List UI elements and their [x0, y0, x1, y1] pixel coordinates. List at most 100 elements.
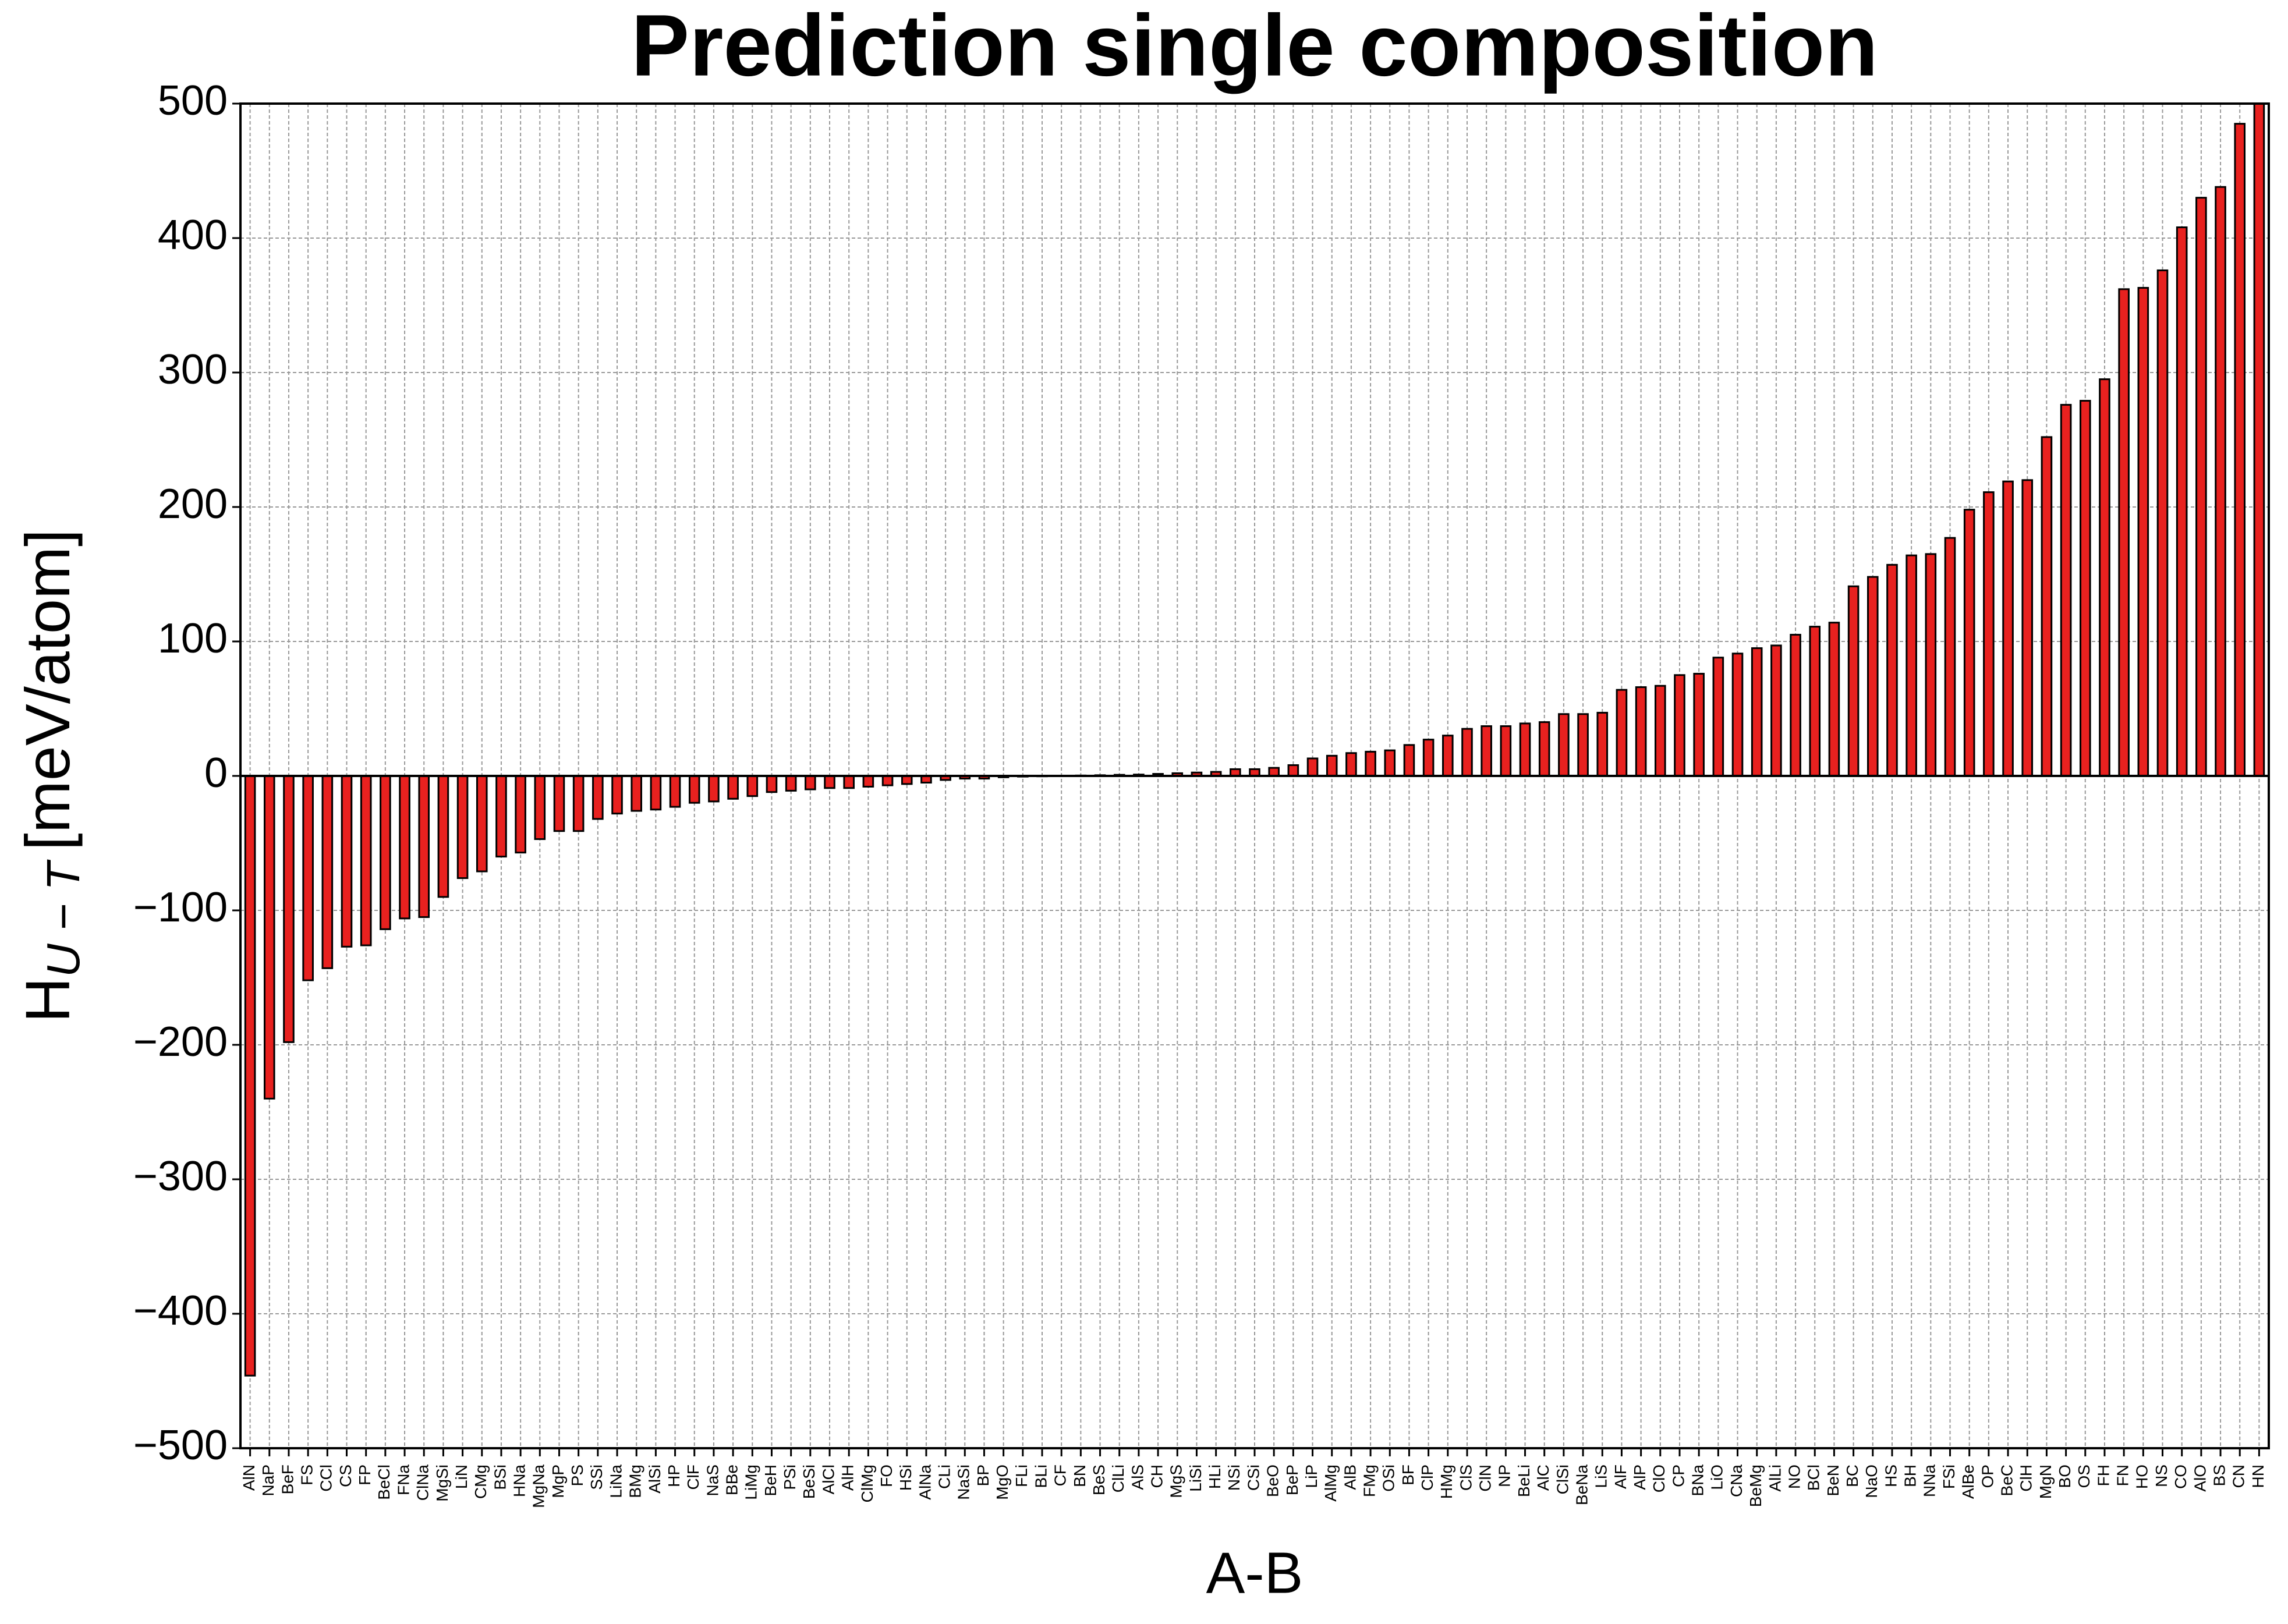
bar: [1731, 653, 1744, 777]
y-tick-label: −100: [133, 884, 228, 931]
bar: [2156, 269, 2169, 777]
bar: [611, 775, 623, 815]
bar: [1983, 491, 1995, 777]
x-tick-label: ClP: [1418, 1465, 1436, 1491]
x-tick-label: ClMg: [858, 1465, 876, 1502]
bar: [1674, 674, 1685, 777]
x-tick-label: ClF: [684, 1465, 702, 1490]
bar: [1866, 576, 1879, 777]
bar: [1944, 537, 1956, 777]
bar: [437, 775, 449, 898]
x-tick-label: HSi: [897, 1465, 915, 1491]
x-tick-label: NS: [2152, 1465, 2170, 1487]
x-tick-label: LiNa: [607, 1465, 625, 1498]
y-tick-label: 200: [158, 481, 228, 527]
bar: [669, 775, 681, 808]
x-tick-label: BSi: [491, 1465, 509, 1490]
bar: [1558, 713, 1570, 777]
bar: [708, 775, 720, 803]
x-tick-label: FMg: [1360, 1465, 1378, 1497]
x-tick-label: BeO: [1264, 1465, 1282, 1497]
bar: [785, 775, 797, 792]
bar: [1365, 750, 1376, 777]
x-tick-label: BeMg: [1747, 1465, 1765, 1507]
x-tick-label: NP: [1496, 1465, 1514, 1487]
x-tick-label: NNa: [1921, 1465, 1939, 1497]
x-tick-label: FS: [298, 1465, 316, 1485]
bar: [1963, 509, 1975, 777]
x-tick-label: BeN: [1824, 1465, 1842, 1496]
bar: [1655, 685, 1666, 777]
x-tick-label: SSi: [587, 1465, 605, 1490]
bar: [572, 775, 585, 832]
bar: [2099, 378, 2110, 777]
x-tick-label: CSi: [1244, 1465, 1262, 1491]
bar: [1345, 752, 1357, 777]
bar: [1847, 585, 1860, 777]
x-tick-label: HLi: [1206, 1465, 1224, 1489]
bar: [2041, 436, 2053, 777]
x-tick-label: BNa: [1689, 1465, 1707, 1497]
x-axis-label: A-B: [1206, 1540, 1304, 1605]
x-tick-label: BF: [1399, 1465, 1417, 1485]
x-tick-label: CNa: [1727, 1465, 1745, 1497]
bar: [1616, 689, 1628, 777]
bar: [1326, 754, 1338, 777]
x-tick-label: MgO: [993, 1465, 1011, 1500]
x-tick-label: ClN: [1476, 1465, 1494, 1492]
x-tick-label: AlP: [1631, 1465, 1649, 1490]
x-tick-label: LiP: [1302, 1465, 1320, 1488]
x-tick-label: CO: [2172, 1465, 2190, 1489]
bar: [766, 775, 778, 793]
x-tick-label: PSi: [781, 1465, 799, 1490]
x-tick-label: ClS: [1457, 1465, 1475, 1491]
x-tick-label: ClO: [1650, 1465, 1668, 1492]
bar: [1461, 728, 1473, 777]
bar: [2021, 479, 2034, 777]
bar: [1770, 644, 1782, 777]
bar: [746, 775, 759, 797]
x-tick-label: MgSi: [433, 1465, 451, 1502]
bar: [631, 775, 643, 812]
x-tick-label: BeLi: [1515, 1465, 1533, 1497]
x-tick-label: ClSi: [1553, 1465, 1571, 1494]
x-tick-label: FO: [877, 1465, 895, 1487]
bar: [1481, 725, 1492, 777]
bar: [2002, 480, 2014, 777]
plot-frame: [239, 102, 2270, 1449]
y-label-sub: U − T: [37, 859, 89, 977]
x-tick-label: AlS: [1128, 1465, 1146, 1490]
bar: [2079, 400, 2091, 777]
bar: [824, 775, 835, 789]
x-tick-label: NaS: [703, 1465, 721, 1496]
x-tick-label: ClLi: [1109, 1465, 1127, 1492]
x-tick-label: FH: [2094, 1465, 2112, 1486]
x-tick-label: AlNa: [916, 1465, 934, 1500]
x-tick-label: HMg: [1437, 1465, 1455, 1499]
x-tick-label: CN: [2230, 1465, 2248, 1488]
y-axis-label: HU − T [meV/atom]: [12, 529, 90, 1023]
bar: [283, 775, 295, 1043]
y-tick-label: 100: [158, 615, 228, 662]
bar: [1538, 721, 1550, 777]
x-tick-label: AlSi: [646, 1465, 664, 1494]
bar: [2060, 403, 2072, 777]
x-tick-label: BP: [974, 1465, 992, 1486]
x-tick-label: AlMg: [1322, 1465, 1340, 1502]
bar: [592, 775, 604, 820]
bar: [1751, 647, 1763, 777]
y-label-main: H: [12, 977, 83, 1023]
bar: [2195, 197, 2207, 777]
x-tick-label: BO: [2056, 1465, 2074, 1488]
x-tick-label: AlLi: [1766, 1465, 1784, 1492]
x-tick-label: NSi: [1225, 1465, 1243, 1491]
x-tick-label: CH: [1147, 1465, 1166, 1488]
x-tick-label: HNa: [511, 1465, 529, 1497]
x-tick-label: MgNa: [530, 1465, 548, 1508]
x-tick-label: NaSi: [955, 1465, 973, 1500]
y-tick-label: −200: [133, 1019, 228, 1065]
x-tick-label: NO: [1785, 1465, 1803, 1489]
y-tick-label: 0: [204, 750, 228, 796]
chart-title: Prediction single composition: [631, 0, 1878, 94]
